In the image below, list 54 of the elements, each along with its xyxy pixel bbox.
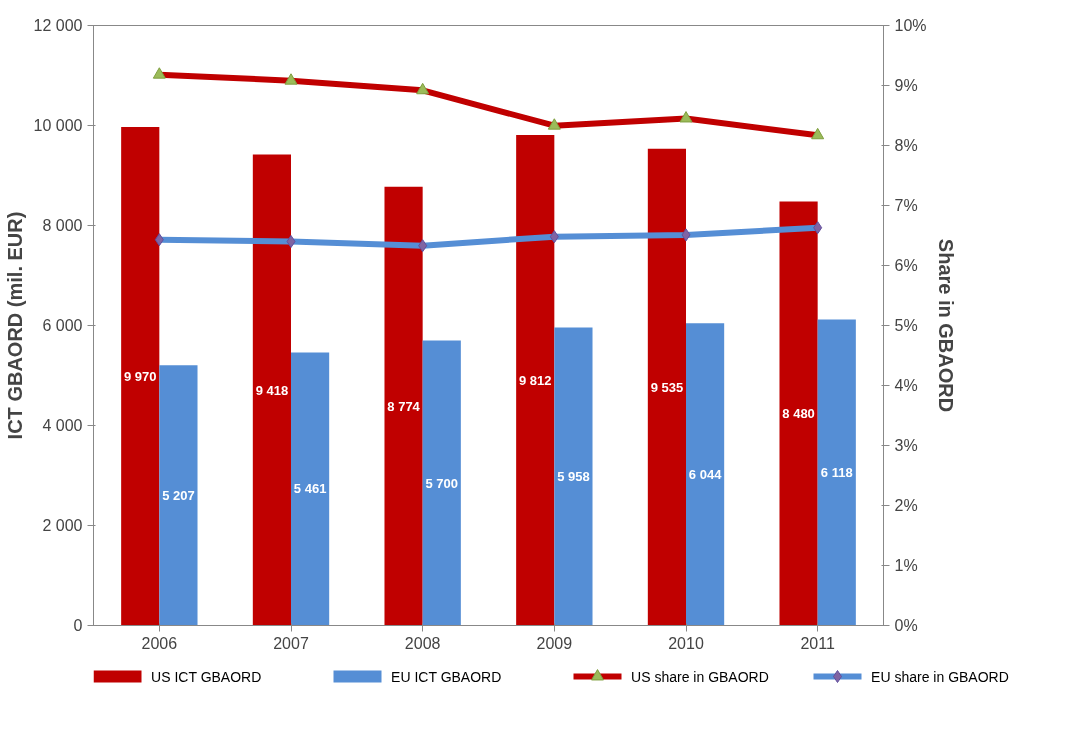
- x-tick-label: 2006: [141, 634, 178, 652]
- x-tick-label: 2007: [273, 634, 309, 652]
- bar: [252, 154, 291, 626]
- x-tick-label: 2010: [668, 634, 704, 652]
- y-tick-label: 2 000: [42, 517, 83, 534]
- y2-axis-title: Share in GBAORD: [934, 238, 957, 413]
- bar: [647, 148, 686, 626]
- legend-label: EU share in GBAORD: [871, 668, 1009, 685]
- bar: [779, 201, 818, 626]
- y2-tick-label: 8%: [894, 137, 918, 154]
- y2-tick-label: 7%: [894, 197, 918, 214]
- data-label: 9 418: [255, 382, 289, 398]
- data-label: 5 461: [293, 481, 327, 497]
- x-tick-label: 2008: [404, 634, 441, 652]
- y2-tick-label: 1%: [894, 557, 918, 574]
- bar: [384, 186, 423, 626]
- data-label: 5 700: [425, 475, 459, 491]
- data-label: 8 774: [387, 398, 421, 414]
- y2-tick-label: 9%: [894, 77, 918, 94]
- data-label: 5 207: [162, 487, 195, 503]
- bar: [516, 134, 555, 626]
- y2-tick-label: 10%: [894, 17, 927, 34]
- legend-label: US ICT GBAORD: [151, 668, 262, 685]
- y2-tick-label: 3%: [894, 437, 918, 454]
- y2-tick-label: 5%: [894, 317, 918, 334]
- x-tick-label: 2011: [800, 634, 835, 652]
- y-tick-label: 8 000: [42, 217, 83, 234]
- y-tick-label: 0: [73, 617, 83, 634]
- y-axis-title: ICT GBAORD (mil. EUR): [3, 211, 26, 440]
- bar: [422, 340, 461, 626]
- y-tick-label: 10 000: [33, 117, 83, 134]
- y2-tick-label: 0%: [894, 617, 918, 634]
- data-label: 9 535: [650, 379, 684, 395]
- y-tick-label: 6 000: [42, 317, 83, 334]
- x-tick-label: 2009: [536, 634, 573, 652]
- data-label: 6 118: [820, 465, 853, 481]
- bar: [159, 365, 198, 626]
- data-label: 8 480: [782, 406, 815, 421]
- legend-label: EU ICT GBAORD: [391, 668, 502, 685]
- legend-label: US share in GBAORD: [631, 668, 769, 685]
- bar: [686, 323, 725, 626]
- data-label: 5 958: [557, 469, 590, 485]
- y2-tick-label: 6%: [894, 257, 918, 274]
- bar: [817, 319, 856, 626]
- bar: [554, 327, 593, 626]
- y-tick-label: 4 000: [42, 417, 83, 434]
- data-label: 9 812: [518, 372, 552, 388]
- data-label: 9 970: [123, 368, 157, 384]
- y-tick-label: 12 000: [33, 17, 83, 34]
- data-label: 6 044: [688, 466, 723, 482]
- bar: [291, 352, 330, 626]
- bar: [121, 127, 160, 626]
- y2-tick-label: 2%: [894, 497, 918, 514]
- y2-tick-label: 4%: [894, 377, 918, 394]
